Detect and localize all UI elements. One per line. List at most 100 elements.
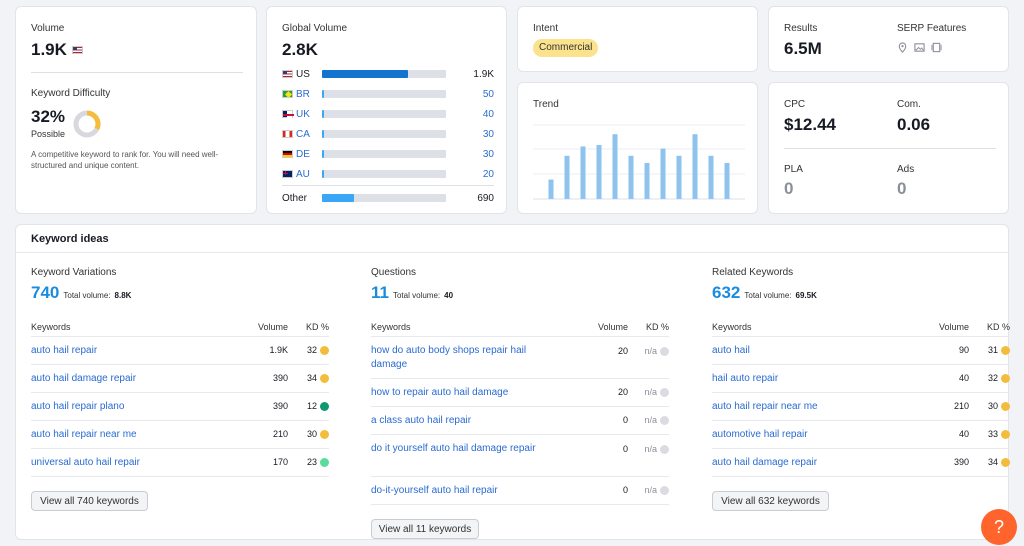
au-flag-icon <box>282 170 293 178</box>
kd-indicator-icon <box>660 486 669 495</box>
col-volume: Volume <box>257 322 288 332</box>
gv-value: 50 <box>482 88 494 100</box>
keyword-link[interactable]: auto hail repair near me <box>31 429 137 440</box>
results-value: 6.5M <box>784 39 822 58</box>
view-all-button[interactable]: View all 740 keywords <box>31 491 148 511</box>
trend-bar[interactable] <box>692 134 698 199</box>
keyword-volume: 1.9K <box>269 345 288 355</box>
gv-row-au[interactable]: AU 20 <box>282 167 494 181</box>
keyword-kd: 33 <box>987 429 998 439</box>
gv-bar <box>322 90 446 98</box>
kd-donut <box>73 110 101 138</box>
help-button[interactable]: ? <box>981 509 1017 545</box>
keyword-kd: 30 <box>987 401 998 411</box>
gv-row-de[interactable]: DE 30 <box>282 147 494 161</box>
gv-row-uk[interactable]: UK 40 <box>282 107 494 121</box>
kd-indicator-icon <box>660 416 669 425</box>
global-volume-card: Global Volume 2.8K US 1.9K BR 50 UK 40 CA 30 DE 3… <box>266 6 507 214</box>
keyword-volume: 210 <box>272 429 288 439</box>
kd-indicator-icon <box>660 347 669 356</box>
trend-bar[interactable] <box>708 155 714 199</box>
view-all-button[interactable]: View all 632 keywords <box>712 491 829 511</box>
keyword-kd: 32 <box>306 345 317 355</box>
keyword-link[interactable]: auto hail damage repair <box>712 457 818 468</box>
uk-flag-icon <box>282 110 294 119</box>
gv-row-other: Other 690 <box>282 191 494 205</box>
keyword-link[interactable]: auto hail repair near me <box>712 401 818 412</box>
gv-bar <box>322 110 446 118</box>
gv-country-code: BR <box>296 88 310 100</box>
keyword-link[interactable]: how to repair auto hail damage <box>371 387 509 398</box>
gv-row-ca[interactable]: CA 30 <box>282 127 494 141</box>
section-count[interactable]: 740 <box>31 283 60 302</box>
col-volume: Volume <box>597 322 628 332</box>
keyword-kd: n/a <box>644 387 657 397</box>
intent-badge[interactable]: Commercial <box>533 39 599 57</box>
keyword-row: auto hail damage repair 390 34 <box>712 449 1010 477</box>
col-keywords: Keywords <box>371 322 411 332</box>
keyword-link[interactable]: hail auto repair <box>712 373 779 384</box>
gv-value: 1.9K <box>473 68 494 80</box>
total-volume-value: 69.5K <box>795 291 817 300</box>
keyword-row: automotive hail repair 40 33 <box>712 421 1010 449</box>
section-count[interactable]: 11 <box>371 283 389 302</box>
keyword-link[interactable]: how do auto body shops repair hail damag… <box>371 345 527 370</box>
kd-indicator-icon <box>320 346 329 355</box>
gv-row-br[interactable]: BR 50 <box>282 87 494 101</box>
kd-value: 32% <box>31 107 66 126</box>
trend-bar[interactable] <box>580 146 586 199</box>
location-icon[interactable] <box>897 42 908 53</box>
keyword-row: do it yourself auto hail damage repair 0 n… <box>371 435 669 477</box>
keyword-kd: n/a <box>644 415 657 425</box>
trend-bar[interactable] <box>724 163 730 199</box>
gv-country-code: DE <box>296 148 310 160</box>
keyword-row: a class auto hail repair 0 n/a <box>371 407 669 435</box>
image-icon[interactable] <box>914 42 925 53</box>
keyword-link[interactable]: universal auto hail repair <box>31 457 140 468</box>
keyword-link[interactable]: automotive hail repair <box>712 429 808 440</box>
keyword-volume: 390 <box>272 401 288 411</box>
keyword-link[interactable]: auto hail repair <box>31 345 98 356</box>
section-title: Related Keywords <box>712 267 794 278</box>
view-all-button[interactable]: View all 11 keywords <box>371 519 479 539</box>
intent-label: Intent <box>533 23 559 34</box>
kd-description: A competitive keyword to rank for. You w… <box>31 150 219 170</box>
trend-bar[interactable] <box>644 163 650 199</box>
keyword-link[interactable]: a class auto hail repair <box>371 415 472 426</box>
com-label: Com. <box>897 99 921 110</box>
gv-bar <box>322 150 446 158</box>
trend-bar[interactable] <box>628 155 634 199</box>
total-volume-label: Total volume: <box>744 291 792 300</box>
keyword-kd: 12 <box>306 401 317 411</box>
keyword-row: auto hail damage repair 390 34 <box>31 365 329 393</box>
results-label: Results <box>784 23 818 34</box>
trend-bar[interactable] <box>676 155 682 199</box>
divider <box>282 185 494 186</box>
trend-bar[interactable] <box>660 148 666 199</box>
trend-bar[interactable] <box>596 145 602 199</box>
video-icon[interactable] <box>931 42 942 53</box>
br-flag-icon <box>282 90 293 98</box>
keyword-volume: 0 <box>622 444 628 454</box>
kd-indicator-icon <box>1001 458 1010 467</box>
trend-bar[interactable] <box>612 134 618 199</box>
com-value: 0.06 <box>897 115 931 134</box>
keyword-link[interactable]: auto hail <box>712 345 750 356</box>
col-kd: KD % <box>305 322 329 332</box>
keyword-row: how to repair auto hail damage 20 n/a <box>371 379 669 407</box>
total-volume-label: Total volume: <box>392 291 441 300</box>
keyword-link[interactable]: auto hail damage repair <box>31 373 137 384</box>
gv-value: 30 <box>482 148 494 160</box>
keyword-link[interactable]: do-it-yourself auto hail repair <box>371 485 498 496</box>
trend-label: Trend <box>533 99 559 110</box>
keyword-link[interactable]: do it yourself auto hail damage repair <box>371 443 536 454</box>
kd-sub: Possible <box>31 129 66 139</box>
volume-label: Volume <box>31 23 65 34</box>
gv-bar <box>322 130 446 138</box>
trend-bar[interactable] <box>564 155 570 199</box>
keyword-link[interactable]: auto hail repair plano <box>31 401 125 412</box>
keyword-volume: 20 <box>617 387 628 397</box>
section-count[interactable]: 632 <box>712 283 741 302</box>
keyword-row: auto hail repair near me 210 30 <box>712 393 1010 421</box>
trend-bar[interactable] <box>548 179 554 199</box>
